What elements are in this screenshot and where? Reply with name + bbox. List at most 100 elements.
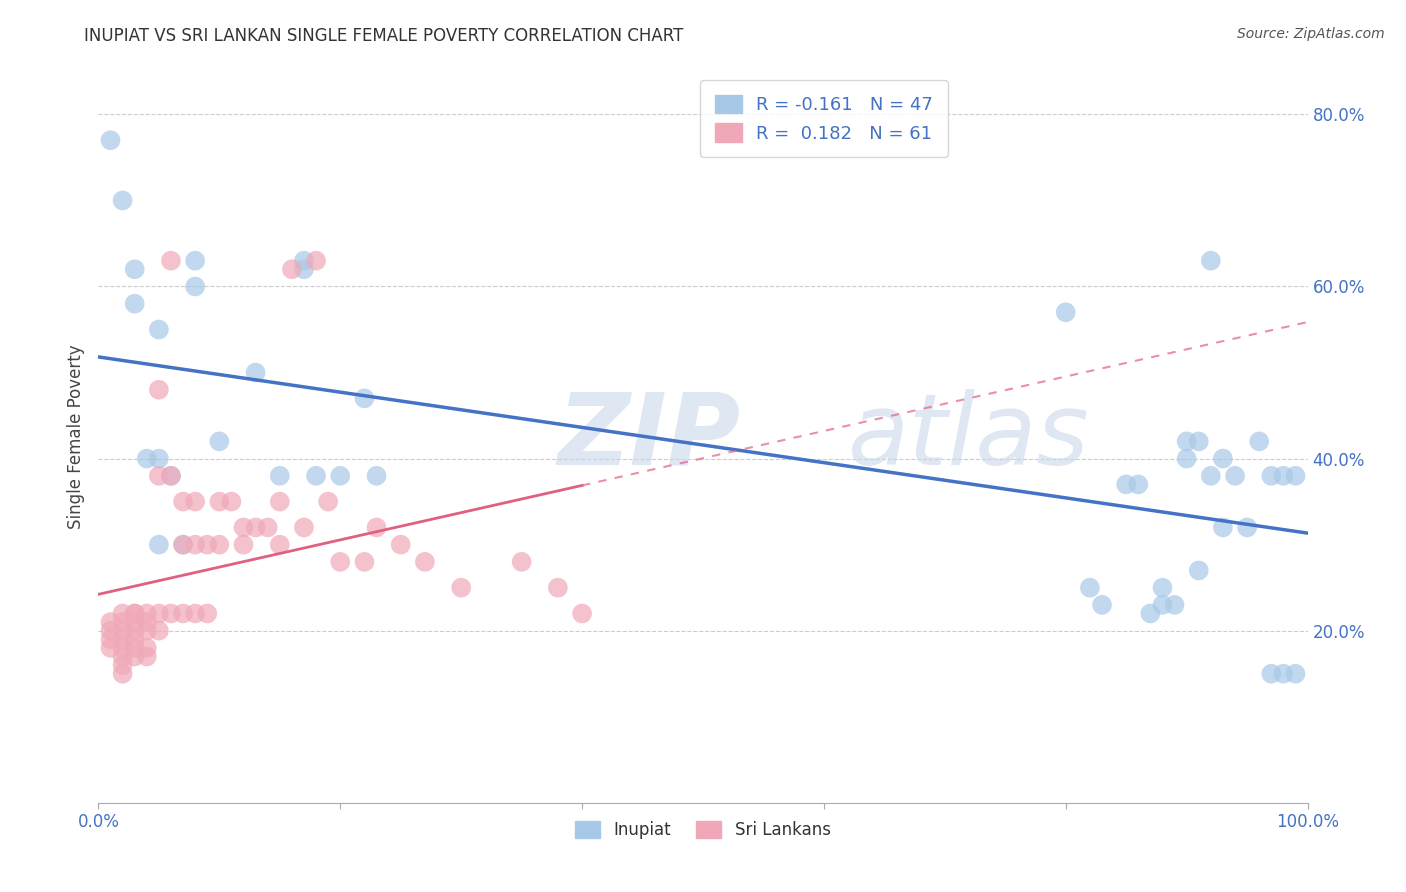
Point (232, 520, 254, 534)
Point (413, 555, 436, 569)
Point (1091, 598, 1114, 612)
Point (111, 640, 134, 655)
Legend: Inupiat, Sri Lankans: Inupiat, Sri Lankans (568, 814, 838, 846)
Point (148, 383, 170, 397)
Point (366, 468, 388, 483)
Point (245, 366, 267, 380)
Point (305, 253, 328, 268)
Point (124, 296, 146, 310)
Point (148, 624, 170, 638)
Point (353, 555, 375, 569)
Point (172, 538, 194, 552)
Point (269, 538, 291, 552)
Point (124, 632, 146, 647)
Point (184, 253, 207, 268)
Point (1175, 451, 1198, 466)
Point (208, 538, 231, 552)
Point (160, 468, 183, 483)
Point (160, 468, 183, 483)
Point (1188, 564, 1211, 578)
Point (111, 607, 134, 621)
Point (1272, 468, 1295, 483)
Point (1163, 598, 1185, 612)
Point (281, 262, 304, 277)
Point (1260, 666, 1282, 681)
Point (124, 615, 146, 629)
Point (1212, 451, 1234, 466)
Point (353, 392, 375, 406)
Point (208, 494, 231, 508)
Point (184, 494, 207, 508)
Point (100, 615, 122, 629)
Point (1139, 607, 1161, 621)
Point (316, 494, 339, 508)
Point (148, 607, 170, 621)
Point (245, 520, 267, 534)
Point (450, 581, 472, 595)
Point (111, 632, 134, 647)
Point (366, 520, 388, 534)
Point (1223, 468, 1246, 483)
Point (329, 468, 352, 483)
Point (305, 468, 328, 483)
Point (135, 649, 157, 664)
Point (124, 640, 146, 655)
Point (1175, 434, 1198, 449)
Point (1212, 520, 1234, 534)
Point (1272, 666, 1295, 681)
Point (160, 253, 183, 268)
Point (148, 468, 170, 483)
Point (111, 624, 134, 638)
Point (148, 451, 170, 466)
Y-axis label: Single Female Poverty: Single Female Poverty (66, 345, 84, 529)
Point (135, 615, 157, 629)
Text: Source: ZipAtlas.com: Source: ZipAtlas.com (1237, 27, 1385, 41)
Point (184, 538, 207, 552)
Text: ZIP: ZIP (558, 389, 741, 485)
Point (1199, 468, 1222, 483)
Point (1152, 581, 1174, 595)
Point (148, 322, 170, 336)
Text: atlas: atlas (848, 389, 1090, 485)
Point (148, 538, 170, 552)
Point (292, 262, 315, 277)
Point (1199, 253, 1222, 268)
Point (547, 581, 569, 595)
Point (1236, 520, 1258, 534)
Point (111, 658, 134, 673)
Point (160, 607, 183, 621)
Point (292, 520, 315, 534)
Point (208, 434, 231, 449)
Point (269, 494, 291, 508)
Point (172, 538, 194, 552)
Point (269, 468, 291, 483)
Point (1078, 581, 1101, 595)
Point (100, 624, 122, 638)
Point (100, 640, 122, 655)
Point (184, 607, 207, 621)
Point (221, 494, 243, 508)
Point (111, 666, 134, 681)
Point (172, 607, 194, 621)
Point (172, 494, 194, 508)
Point (329, 555, 352, 569)
Point (1128, 477, 1150, 491)
Point (571, 607, 593, 621)
Point (292, 253, 315, 268)
Point (510, 555, 533, 569)
Point (100, 632, 122, 647)
Point (1249, 434, 1271, 449)
Point (1054, 305, 1077, 319)
Point (111, 615, 134, 629)
Point (195, 607, 218, 621)
Point (124, 624, 146, 638)
Point (1152, 598, 1174, 612)
Point (111, 194, 134, 208)
Point (135, 451, 157, 466)
Text: INUPIAT VS SRI LANKAN SINGLE FEMALE POVERTY CORRELATION CHART: INUPIAT VS SRI LANKAN SINGLE FEMALE POVE… (84, 27, 683, 45)
Point (124, 649, 146, 664)
Point (195, 538, 218, 552)
Point (135, 640, 157, 655)
Point (124, 262, 146, 277)
Point (124, 607, 146, 621)
